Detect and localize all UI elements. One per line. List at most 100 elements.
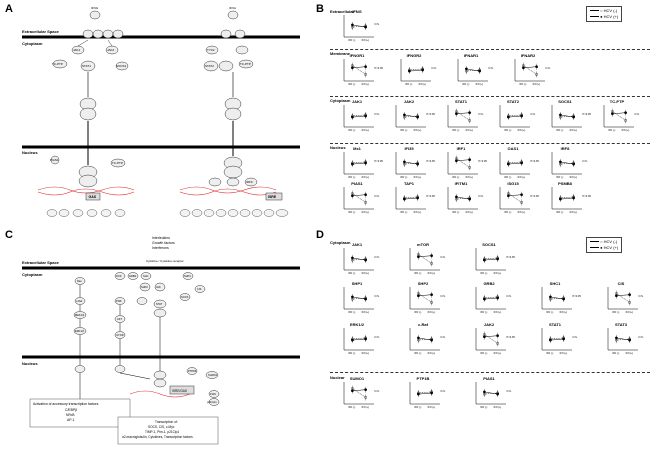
series-hcv-pos-line — [616, 294, 630, 297]
d-section-nuclear: Nuclear — [330, 375, 345, 380]
plot-axes — [409, 287, 440, 310]
p-value-label: N.S. — [375, 112, 380, 116]
plot-title: TAP1 — [404, 181, 414, 186]
node-jak: JAK — [156, 285, 161, 289]
panel-c-pathway-diagram: Extracellular Space Cytoplasm Nucleus In… — [22, 236, 300, 445]
plot-axes — [395, 152, 426, 175]
plot-axes — [447, 152, 478, 175]
ifna-node-label: IFNA — [229, 6, 236, 10]
plot-title: JAK2 — [483, 322, 495, 327]
series-hcv-neg-line — [508, 193, 522, 203]
transcription-box — [117, 416, 219, 445]
x-tick-label: IFN (-) — [612, 311, 619, 314]
d-plot-erk1-2: ERK1/2 IFN (-) IFN (+) N.S. — [336, 322, 380, 357]
x-tick-label: IFN (-) — [480, 406, 487, 409]
plot-axes — [400, 59, 431, 82]
dna-strand-right — [179, 186, 277, 194]
x-tick-label: IFN (+) — [362, 129, 370, 132]
series-hcv-neg-line — [418, 391, 432, 394]
x-tick-label: IFN (-) — [452, 176, 459, 179]
series-hcv-pos-line — [404, 197, 418, 200]
x-tick-label: IFN (-) — [348, 129, 355, 132]
b-plot-pias1: PIAS1 IFN (-) IFN (+) N.S. — [336, 181, 380, 216]
x-tick-label: IFN (-) — [348, 352, 355, 355]
plot-svg: IFN (-) IFN (+) N.S. — [607, 328, 644, 355]
node-p21: p21Cip1 — [207, 400, 217, 404]
d-plot-c-raf: c-Raf IFN (-) IFN (+) N.S. — [402, 322, 446, 357]
series-hcv-neg-line — [616, 293, 630, 303]
x-tick-label: IFN (-) — [414, 272, 421, 275]
plot-svg: IFN (-) IFN (+) N.S. — [343, 382, 380, 409]
x-tick-label: IFN (-) — [480, 272, 487, 275]
series-hcv-neg-line — [560, 196, 574, 199]
d-plot-socs1: SOCS1 IFN (-) IFN (+) P<0.05 — [468, 242, 515, 277]
p-value-label: P<0.05 — [479, 159, 488, 163]
series-hcv-pos-line — [418, 294, 432, 297]
series-hcv-neg-line — [484, 334, 498, 344]
label-nucleus: Nucleus — [22, 150, 38, 155]
p-value-label: N.S. — [432, 66, 437, 70]
x-tick-label: IFN (-) — [400, 211, 407, 214]
plot-title: STAT3 — [614, 322, 628, 327]
x-tick-label: IFN (-) — [452, 129, 459, 132]
plot-svg: IFN (-) IFN (+) N.S. — [541, 328, 578, 355]
plot-svg: IFN (-) IFN (+) N.S. — [409, 287, 446, 314]
d-plot-pias1: PIAS1 IFN (-) IFN (+) N.S. — [468, 376, 512, 411]
stat1-node-label-left: STAT1 — [82, 64, 91, 68]
signal-interleukins: Interleukins — [152, 236, 170, 240]
plot-svg: IFN (-) IFN (+) N.S. — [603, 105, 640, 132]
node-grb2: GRB2 — [129, 274, 137, 278]
b-plot-irf1: IRF1 IFN (-) IFN (+) P<0.05 — [440, 146, 487, 181]
tcptp-node-label-left: TC-PTP — [52, 62, 63, 66]
plot-svg: IFN (-) IFN (+) P<0.05 — [395, 105, 435, 132]
series-hcv-neg-line — [404, 196, 418, 199]
ifna-branch — [203, 10, 258, 187]
isre-target-genes — [179, 209, 289, 217]
series-hcv-neg-line — [523, 65, 537, 75]
series-hcv-pos-line — [550, 338, 564, 341]
series-hcv-neg-line — [456, 111, 470, 121]
series-hcv-neg-line — [484, 257, 498, 260]
x-tick-label: IFN (-) — [480, 311, 487, 314]
x-tick-label: IFN (-) — [414, 311, 421, 314]
plot-svg: IFN (-) IFN (+) N.S. — [475, 382, 512, 409]
x-tick-label: IFN (+) — [518, 129, 526, 132]
series-hcv-neg-line — [560, 115, 574, 118]
p-value-label: N.S. — [479, 194, 484, 198]
series-hcv-neg-line — [352, 388, 366, 398]
p-value-label: P<0.05 — [427, 159, 436, 163]
dna-strand-left — [37, 186, 135, 194]
x-tick-label: IFN (+) — [494, 311, 502, 314]
signal-growth-factors: Growth factors — [152, 241, 175, 245]
series-hcv-pos-line — [418, 337, 432, 341]
series-hcv-pos-line — [352, 66, 366, 69]
x-tick-label: IFN (+) — [362, 311, 370, 314]
b-section-nucleus: Nucleus — [330, 145, 346, 150]
p-value-label: P<0.05 — [583, 112, 592, 116]
plot-axes — [395, 187, 426, 210]
panel-d: ○ HCV (-) ● HCV (+) Cytoplasm Nuclear JA… — [322, 229, 662, 449]
ifng-branch — [50, 10, 129, 188]
x-tick-label: IFN (+) — [560, 311, 568, 314]
plot-title: SUMO1 — [349, 376, 365, 381]
plot-title: IRF8 — [560, 146, 570, 151]
plot-axes — [541, 287, 572, 310]
panel-letter-c: C — [5, 229, 13, 241]
x-tick-label: IFN (-) — [504, 129, 511, 132]
d-plot-grb2: GRB2 IFN (-) IFN (+) N.S. — [468, 281, 512, 316]
x-tick-label: IFN (+) — [414, 176, 422, 179]
b-section-extracellular: Extracellular — [330, 9, 355, 14]
panel-letter-d: D — [316, 229, 324, 241]
series-hcv-neg-line — [409, 68, 423, 71]
x-tick-label: IFN (+) — [362, 176, 370, 179]
b-plot-psmb8: PSMB8 IFN (-) IFN (+) P<0.05 — [544, 181, 591, 216]
label-cytoplasm: Cytoplasm — [22, 41, 43, 46]
plot-svg: IFN (-) IFN (+) N.S. — [499, 105, 536, 132]
x-tick-label: IFN (+) — [570, 129, 578, 132]
b-sep-3 — [330, 143, 650, 144]
plot-axes — [343, 187, 374, 210]
panel-a-pathway-diagram: Extracellular Space Cytoplasm Nucleus IF… — [22, 6, 300, 217]
plot-axes — [447, 105, 478, 128]
b-plot-ifngr1: IFNGR1 IFN (-) IFN (+) P<0.05 — [336, 53, 383, 88]
b-plot-ifng: IFNG IFN (-) IFN (+) N.S. — [336, 9, 380, 44]
